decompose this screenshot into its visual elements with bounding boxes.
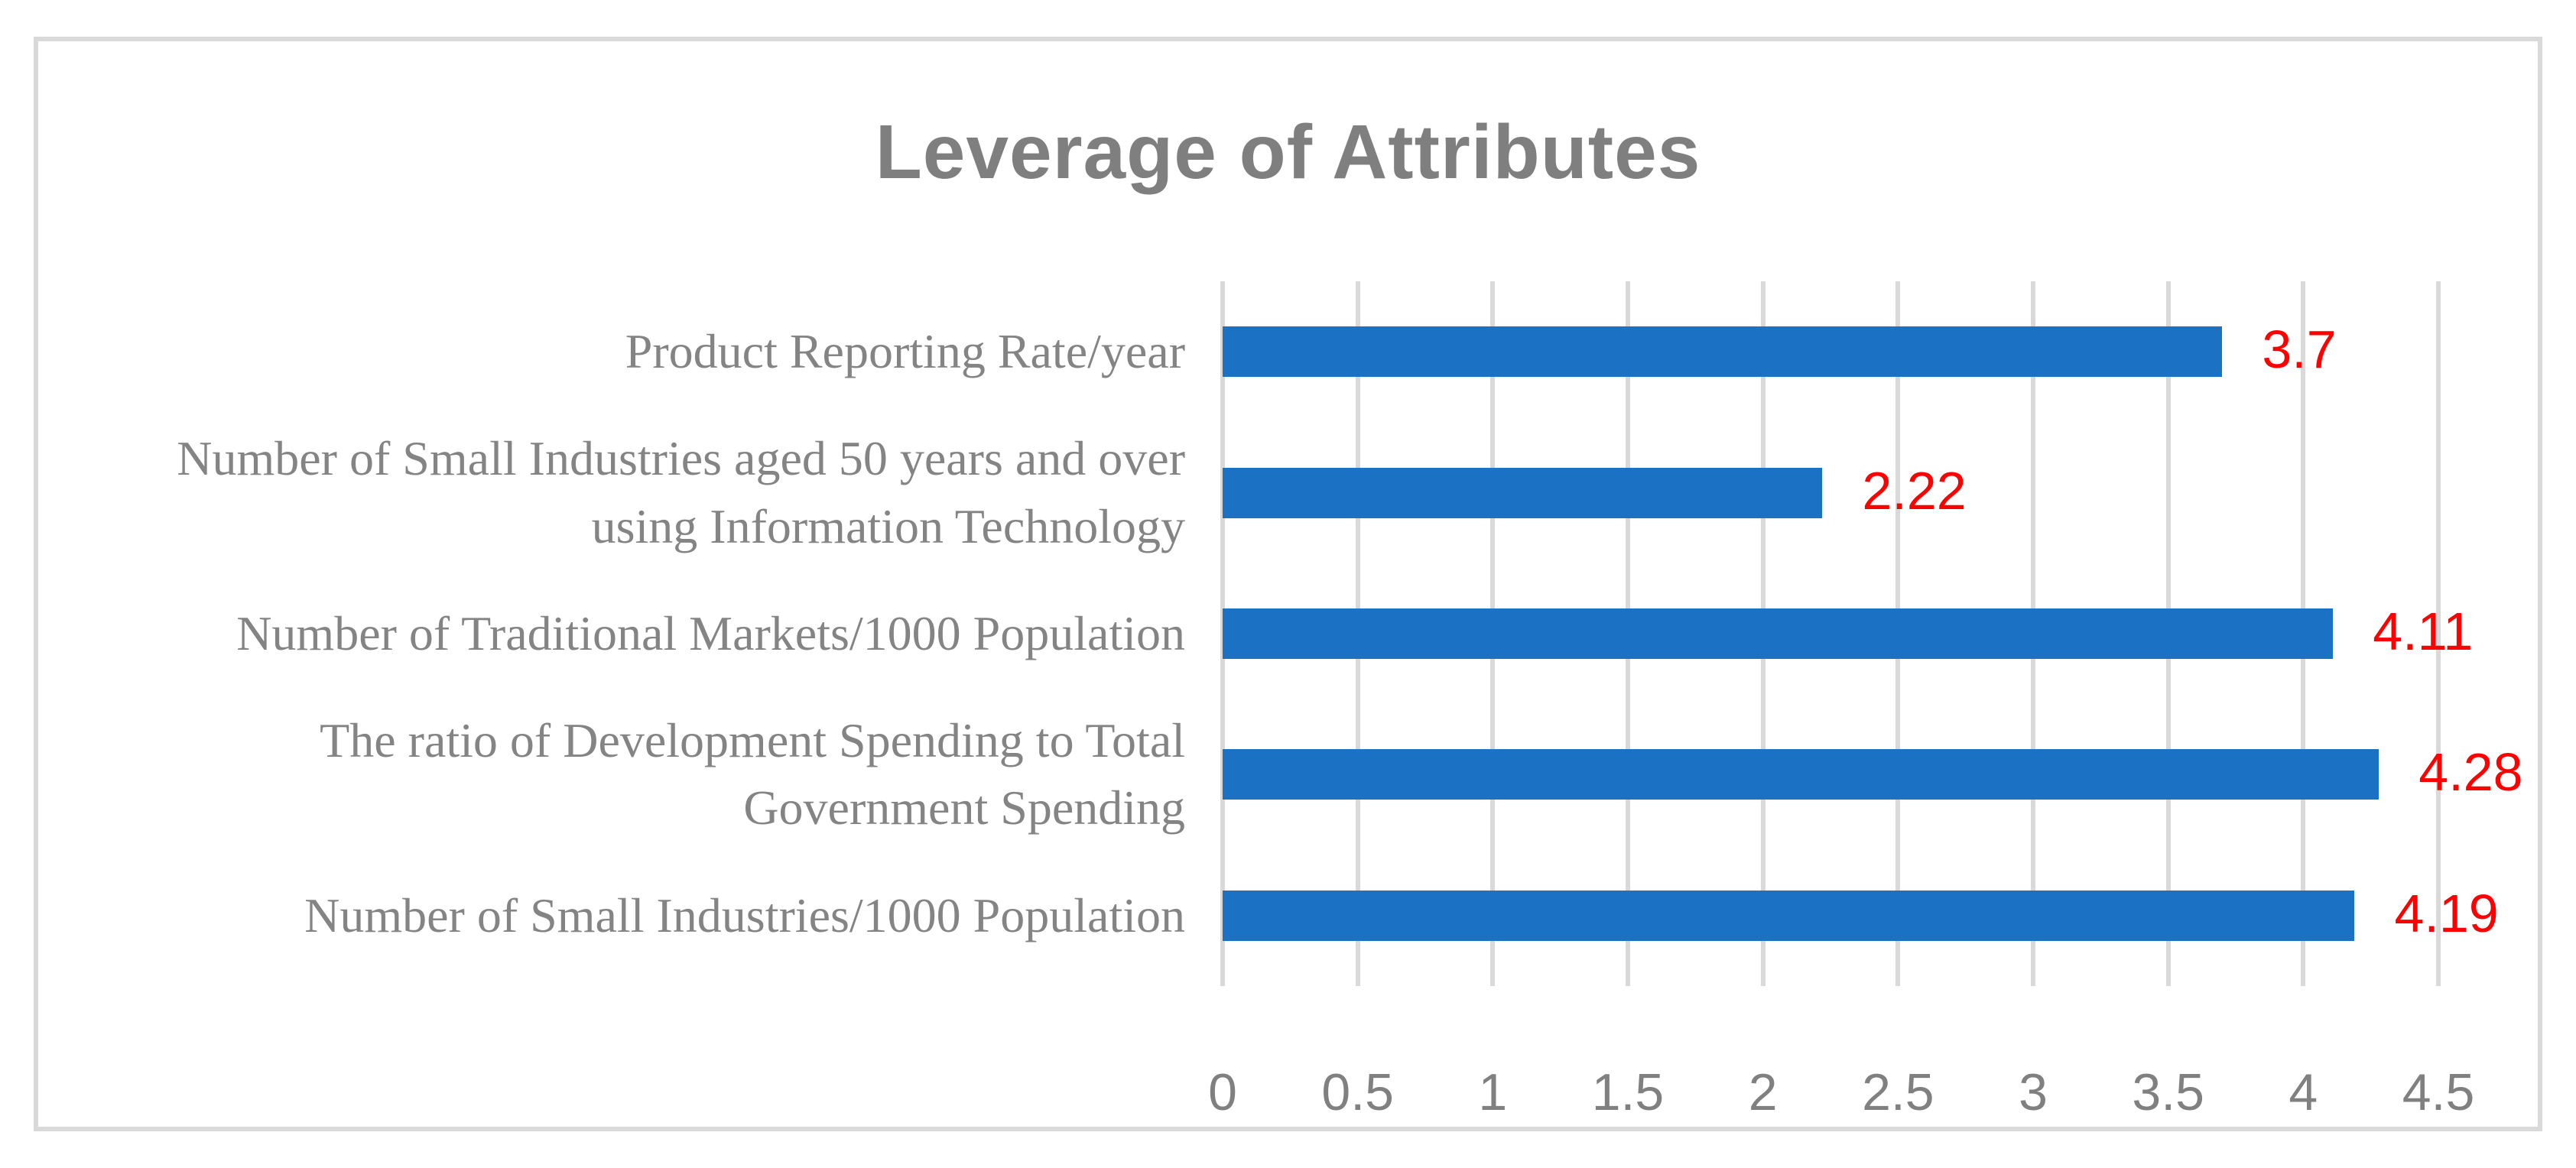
x-tick-label: 4 <box>2289 1063 2318 1121</box>
bar-row: 2.22 <box>1223 422 2438 563</box>
value-label: 4.28 <box>2418 742 2523 803</box>
gridline <box>2436 281 2441 986</box>
bar-rows: 3.7 2.22 4.11 4.28 4.19 <box>1223 281 2523 986</box>
value-label: 3.7 <box>2262 320 2337 380</box>
x-tick-label: 4.5 <box>2402 1063 2475 1121</box>
category-label: Number of Small Industries/1000 Populati… <box>304 887 1185 943</box>
x-tick-label: 1.5 <box>1591 1063 1665 1121</box>
bar <box>1223 326 2223 378</box>
category-label: Number of Small Industries aged 50 years… <box>177 431 1185 553</box>
bar-row: 4.19 <box>1223 845 2499 986</box>
bar-row: 4.11 <box>1223 563 2473 704</box>
chart-title: Leverage of Attributes <box>875 109 1701 195</box>
x-tick-label: 2.5 <box>1862 1063 1934 1121</box>
x-tick-label: 3 <box>2019 1063 2048 1121</box>
value-label: 4.11 <box>2373 601 2474 661</box>
category-label: The ratio of Development Spending to Tot… <box>320 713 1185 835</box>
bar <box>1223 608 2334 660</box>
category-axis: Product Reporting Rate/year Number of Sma… <box>84 281 1185 986</box>
x-tick-label: 0 <box>1208 1063 1237 1121</box>
x-tick-label: 0.5 <box>1321 1063 1394 1121</box>
bar-row: 4.28 <box>1223 704 2523 845</box>
category-label: Number of Traditional Markets/1000 Popul… <box>236 605 1185 660</box>
bar-row: 3.7 <box>1223 281 2438 422</box>
bar <box>1223 890 2355 941</box>
plot-area: 3.7 2.22 4.11 4.28 4.19 <box>1220 281 2523 986</box>
x-tick-label: 1 <box>1478 1063 1508 1121</box>
x-axis: 0 0.5 1 1.5 2 2.5 3 3.5 4 4.5 <box>1208 1063 2474 1147</box>
value-label: 2.22 <box>1862 460 1967 521</box>
x-tick-label: 3.5 <box>2132 1063 2204 1121</box>
bar <box>1223 467 1823 518</box>
x-tick-label: 2 <box>1748 1063 1778 1121</box>
bar <box>1223 749 2379 800</box>
chart-frame: Leverage of Attributes Product Reporting… <box>34 37 2542 1131</box>
value-label: 4.19 <box>2394 883 2499 943</box>
category-label: Product Reporting Rate/year <box>625 324 1185 379</box>
